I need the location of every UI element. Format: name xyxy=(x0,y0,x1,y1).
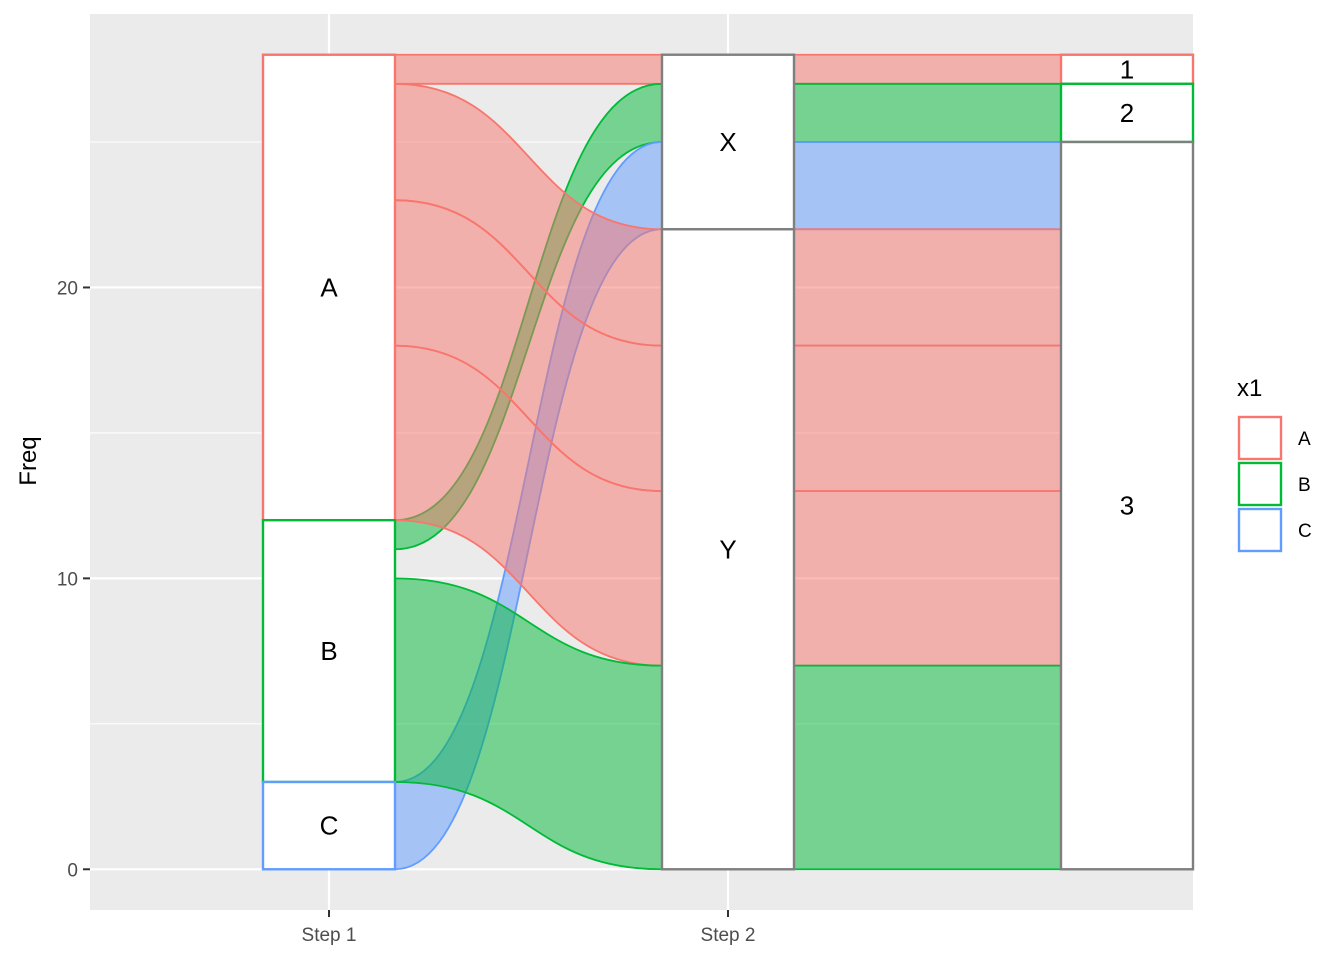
strata: A B C X Y 1 2 3 xyxy=(261,53,1195,871)
stratum-label-step1-A: A xyxy=(320,272,338,302)
x-tick-label: Step 1 xyxy=(302,925,357,946)
stratum-step1-A xyxy=(261,53,397,522)
flow-step2-step3-A xyxy=(793,228,1062,347)
stratum-label-step3-1: 1 xyxy=(1120,54,1134,84)
stratum-label-step3-2: 2 xyxy=(1120,98,1134,128)
legend-key-B xyxy=(1237,461,1283,507)
legend-title: x1 xyxy=(1237,375,1262,402)
y-tick-label: 0 xyxy=(67,860,78,881)
stratum-label-step2-Y: Y xyxy=(719,534,736,564)
flow-step2-step3-A xyxy=(793,490,1062,667)
flow-step2-step3-A xyxy=(793,53,1062,85)
flow-step2-step3-C xyxy=(793,141,1062,231)
y-tick-label: 10 xyxy=(57,569,78,590)
x-axis: Step 1 Step 2 xyxy=(302,910,756,946)
flow-step2-step3-B xyxy=(793,82,1062,143)
stratum-label-step1-B: B xyxy=(320,636,337,666)
legend-key-C xyxy=(1237,507,1283,553)
stratum-label-step3-3: 3 xyxy=(1120,491,1134,521)
legend: x1 A B C xyxy=(1237,375,1312,553)
flow-step2-step3-A xyxy=(793,344,1062,492)
stratum-step2-Y xyxy=(660,228,796,871)
flow-step1-step2-A xyxy=(394,53,663,85)
flows xyxy=(394,53,1062,871)
stratum-step3-2 xyxy=(1059,82,1195,144)
legend-label-B: B xyxy=(1298,475,1311,496)
legend-label-C: C xyxy=(1298,521,1312,542)
stratum-label-step1-C: C xyxy=(320,811,339,841)
x-tick-label: Step 2 xyxy=(701,925,756,946)
stratum-step1-B xyxy=(261,518,397,784)
stratum-step1-C xyxy=(261,780,397,871)
stratum-label-step2-X: X xyxy=(719,127,736,157)
y-tick-label: 20 xyxy=(57,278,78,299)
legend-label-A: A xyxy=(1298,429,1311,450)
stratum-step2-X xyxy=(660,53,796,231)
y-axis: 0 10 20 xyxy=(57,278,90,881)
y-axis-title: Freq xyxy=(15,436,42,485)
stratum-step3-3 xyxy=(1059,140,1195,871)
flow-step2-step3-B xyxy=(793,664,1062,871)
legend-key-A xyxy=(1237,415,1283,461)
